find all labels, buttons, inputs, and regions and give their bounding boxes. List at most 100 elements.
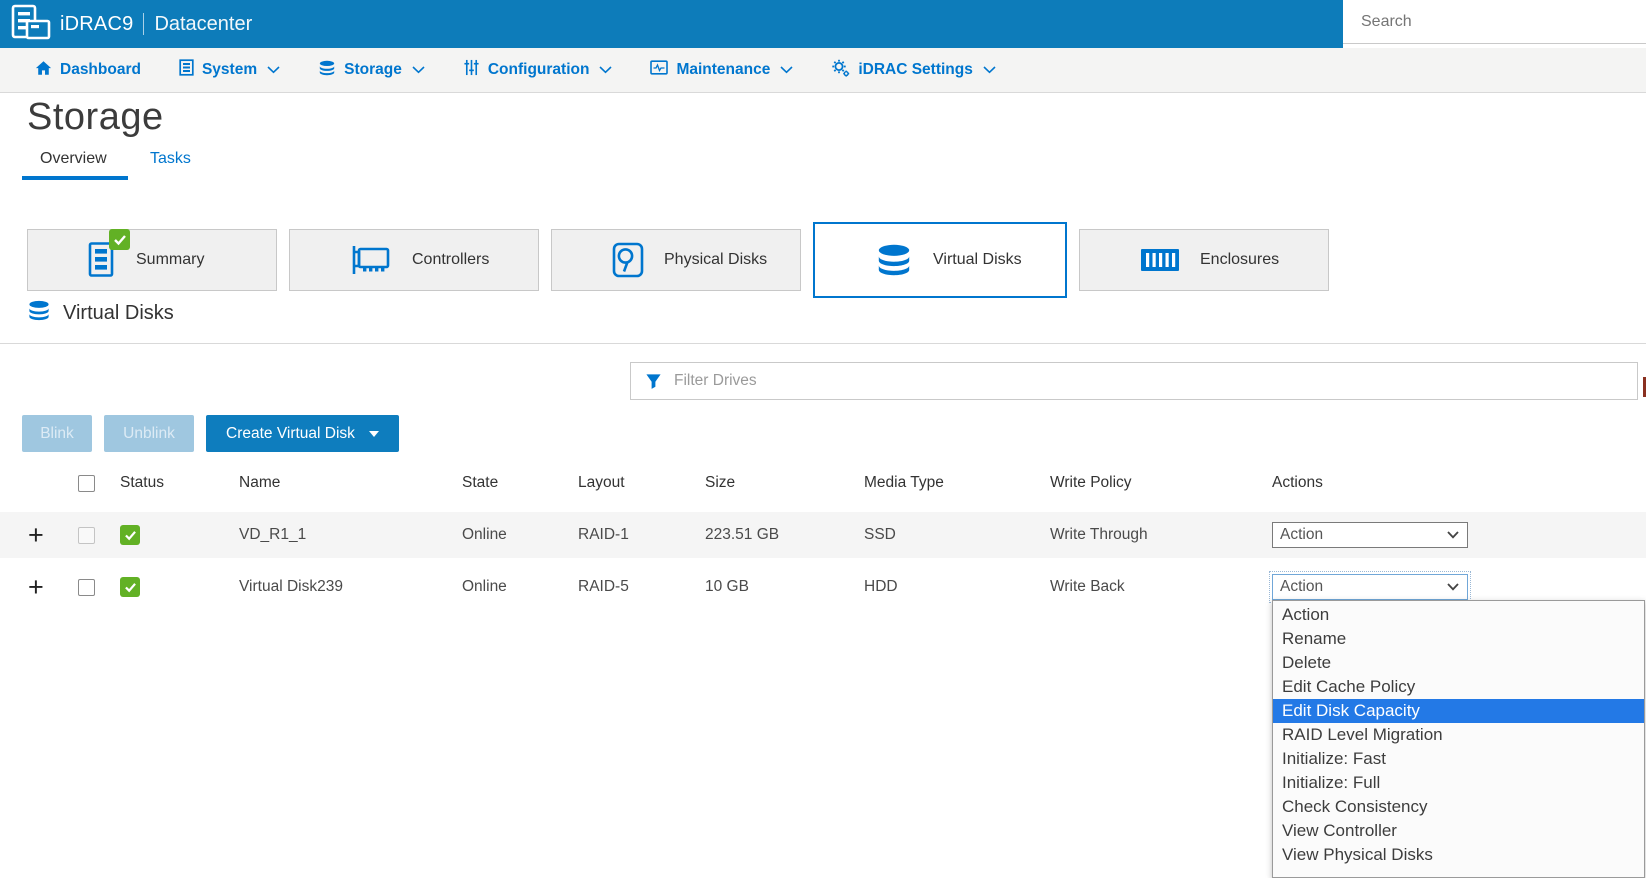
search-placeholder: Search: [1361, 12, 1412, 30]
check-badge-icon: [109, 229, 130, 250]
action-dropdown-menu: Action Rename Delete Edit Cache Policy E…: [1272, 600, 1645, 878]
create-virtual-disk-button[interactable]: Create Virtual Disk: [206, 415, 399, 452]
chevron-down-icon: [983, 66, 996, 74]
card-label: Virtual Disks: [933, 251, 1022, 268]
create-virtual-disk-label: Create Virtual Disk: [226, 424, 355, 442]
table-header-row: Status Name State Layout Size Media Type…: [0, 462, 1646, 504]
nav-item-maintenance[interactable]: Maintenance: [650, 60, 793, 80]
menu-option-rename[interactable]: Rename: [1282, 629, 1347, 648]
filter-drives-input[interactable]: Filter Drives: [630, 362, 1638, 400]
database-icon: [318, 60, 336, 81]
page-title: Storage: [27, 96, 164, 138]
menu-option-initialize-full[interactable]: Initialize: Full: [1282, 773, 1381, 792]
nav-item-label: Configuration: [487, 61, 590, 78]
plus-icon[interactable]: +: [28, 571, 44, 602]
active-tab-underline: [22, 176, 128, 180]
layout-cell: RAID-1: [578, 526, 629, 543]
status-ok-badge: [120, 525, 140, 545]
column-header-actions: Actions: [1272, 474, 1323, 491]
card-physical-disks[interactable]: Physical Disks: [551, 229, 801, 291]
brand-name: iDRAC9: [60, 12, 134, 35]
name-cell: VD_R1_1: [239, 526, 307, 543]
brand-separator: [143, 13, 145, 35]
chart-icon: [650, 60, 669, 80]
home-icon: [35, 60, 52, 81]
server-summary-icon: [88, 229, 130, 278]
plus-icon[interactable]: +: [28, 519, 44, 550]
card-label: Summary: [136, 251, 205, 268]
controller-card-icon: [350, 244, 392, 276]
media-type-cell: SSD: [864, 526, 896, 543]
menu-option-raid-level-migration[interactable]: RAID Level Migration: [1282, 725, 1443, 744]
status-ok-badge: [120, 577, 140, 597]
checkbox-icon[interactable]: [78, 526, 95, 544]
action-select-value: Action: [1280, 526, 1324, 543]
card-summary[interactable]: Summary: [27, 229, 277, 291]
table-row: + VD_R1_1 Online RAID-1 223.51 GB SSD Wr…: [0, 512, 1646, 558]
gears-icon: [831, 59, 850, 82]
search-input[interactable]: Search: [1343, 0, 1646, 44]
nav-item-label: iDRAC Settings: [858, 61, 973, 78]
blink-button[interactable]: Blink: [22, 415, 92, 452]
storage-card-row: Summary Controllers Physical Disks Virtu…: [27, 222, 1329, 298]
chevron-down-icon: [1447, 583, 1459, 591]
nav-item-storage[interactable]: Storage: [318, 60, 425, 81]
section-header: Virtual Disks: [27, 300, 174, 326]
column-header-size: Size: [705, 474, 736, 491]
brand-product: Datacenter: [154, 12, 253, 35]
card-enclosures[interactable]: Enclosures: [1079, 229, 1329, 291]
size-cell: 10 GB: [705, 578, 749, 595]
media-type-cell: HDD: [864, 578, 898, 595]
tab-overview[interactable]: Overview: [40, 150, 107, 167]
main-nav: Dashboard System Storage Configuration M…: [0, 48, 1646, 93]
menu-option-edit-disk-capacity[interactable]: Edit Disk Capacity: [1273, 699, 1644, 723]
nav-item-label: Dashboard: [60, 61, 141, 78]
state-cell: Online: [462, 578, 507, 595]
menu-option-check-consistency[interactable]: Check Consistency: [1282, 797, 1428, 816]
checkbox-icon[interactable]: [78, 578, 95, 596]
menu-option-edit-cache-policy[interactable]: Edit Cache Policy: [1282, 677, 1416, 696]
nav-item-label: Storage: [344, 61, 402, 78]
row-checkbox[interactable]: [78, 564, 95, 610]
action-select-row1[interactable]: Action: [1272, 522, 1468, 548]
expand-row-button[interactable]: +: [28, 512, 44, 558]
tab-tasks[interactable]: Tasks: [150, 150, 191, 167]
chevron-down-icon: [267, 66, 280, 74]
section-divider: [0, 343, 1646, 344]
sliders-icon: [463, 59, 480, 81]
server-icon: [179, 59, 194, 81]
action-select-row2[interactable]: Action: [1269, 571, 1471, 603]
card-label: Physical Disks: [664, 251, 768, 268]
nav-item-idrac-settings[interactable]: iDRAC Settings: [831, 59, 996, 82]
select-all-checkbox[interactable]: [78, 462, 95, 504]
row-checkbox[interactable]: [78, 512, 95, 558]
menu-option-action[interactable]: Action: [1282, 605, 1330, 624]
nav-item-dashboard[interactable]: Dashboard: [35, 60, 141, 81]
database-icon: [27, 300, 51, 326]
filter-funnel-icon: [645, 373, 662, 390]
card-virtual-disks[interactable]: Virtual Disks: [813, 222, 1067, 298]
clipped-edge-element: [1643, 377, 1646, 397]
column-header-name: Name: [239, 474, 281, 491]
checkbox-icon[interactable]: [78, 474, 95, 492]
virtual-disk-icon: [875, 243, 913, 277]
layout-cell: RAID-5: [578, 578, 629, 595]
brand: iDRAC9 Datacenter: [60, 13, 252, 36]
expand-row-button[interactable]: +: [28, 564, 44, 610]
menu-option-view-physical-disks[interactable]: View Physical Disks: [1282, 845, 1433, 864]
card-controllers[interactable]: Controllers: [289, 229, 539, 291]
write-policy-cell: Write Back: [1050, 578, 1125, 595]
menu-option-view-controller[interactable]: View Controller: [1282, 821, 1397, 840]
status-cell: [120, 512, 140, 558]
nav-item-system[interactable]: System: [179, 59, 280, 81]
nav-item-configuration[interactable]: Configuration: [463, 59, 613, 81]
nav-item-label: Maintenance: [676, 61, 771, 78]
card-label: Enclosures: [1200, 251, 1280, 268]
unblink-button[interactable]: Unblink: [104, 415, 194, 452]
enclosure-icon: [1140, 248, 1180, 272]
menu-option-delete[interactable]: Delete: [1282, 653, 1332, 672]
column-header-status: Status: [120, 474, 164, 491]
menu-option-initialize-fast[interactable]: Initialize: Fast: [1282, 749, 1386, 768]
section-title: Virtual Disks: [63, 301, 174, 324]
caret-down-icon: [368, 430, 379, 437]
